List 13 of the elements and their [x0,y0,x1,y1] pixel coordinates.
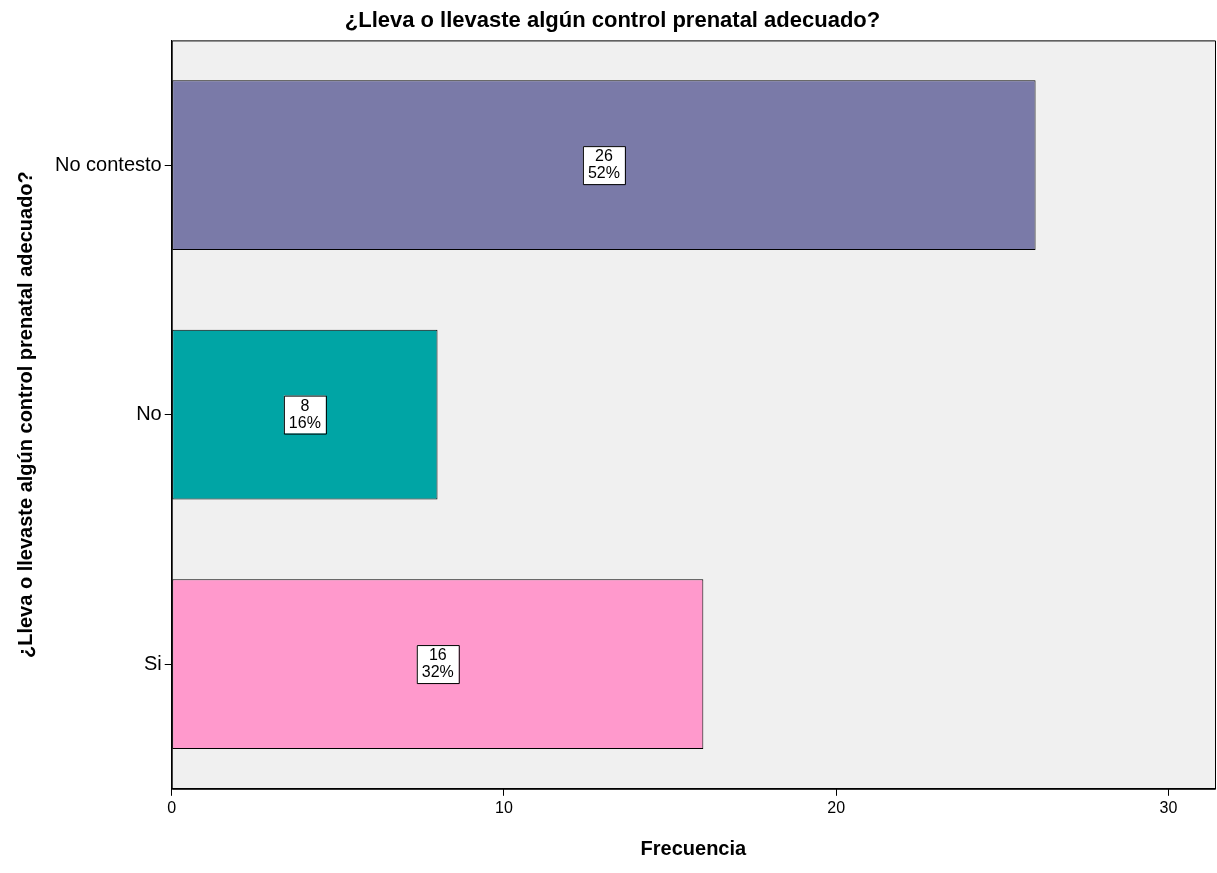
chart-title: ¿Lleva o llevaste algún control prenatal adecuado? [344,7,881,33]
y-tick-label: No [136,402,162,425]
x-tick-label: 0 [167,798,177,816]
y-tick-label: No contesto [54,152,162,175]
y-axis-title: ¿Lleva o llevaste algún control prenatal adecuado? [13,171,36,658]
x-tick-label: 10 [495,798,513,816]
data-label: 26 52% [587,147,620,182]
x-tick-label: 20 [827,798,846,816]
y-tick-label: Si [143,651,162,674]
data-label: 16 32% [421,645,454,680]
x-tick-label: 30 [1159,798,1178,816]
x-axis-title: Frecuencia [640,836,748,859]
data-label: 8 16% [288,396,321,431]
